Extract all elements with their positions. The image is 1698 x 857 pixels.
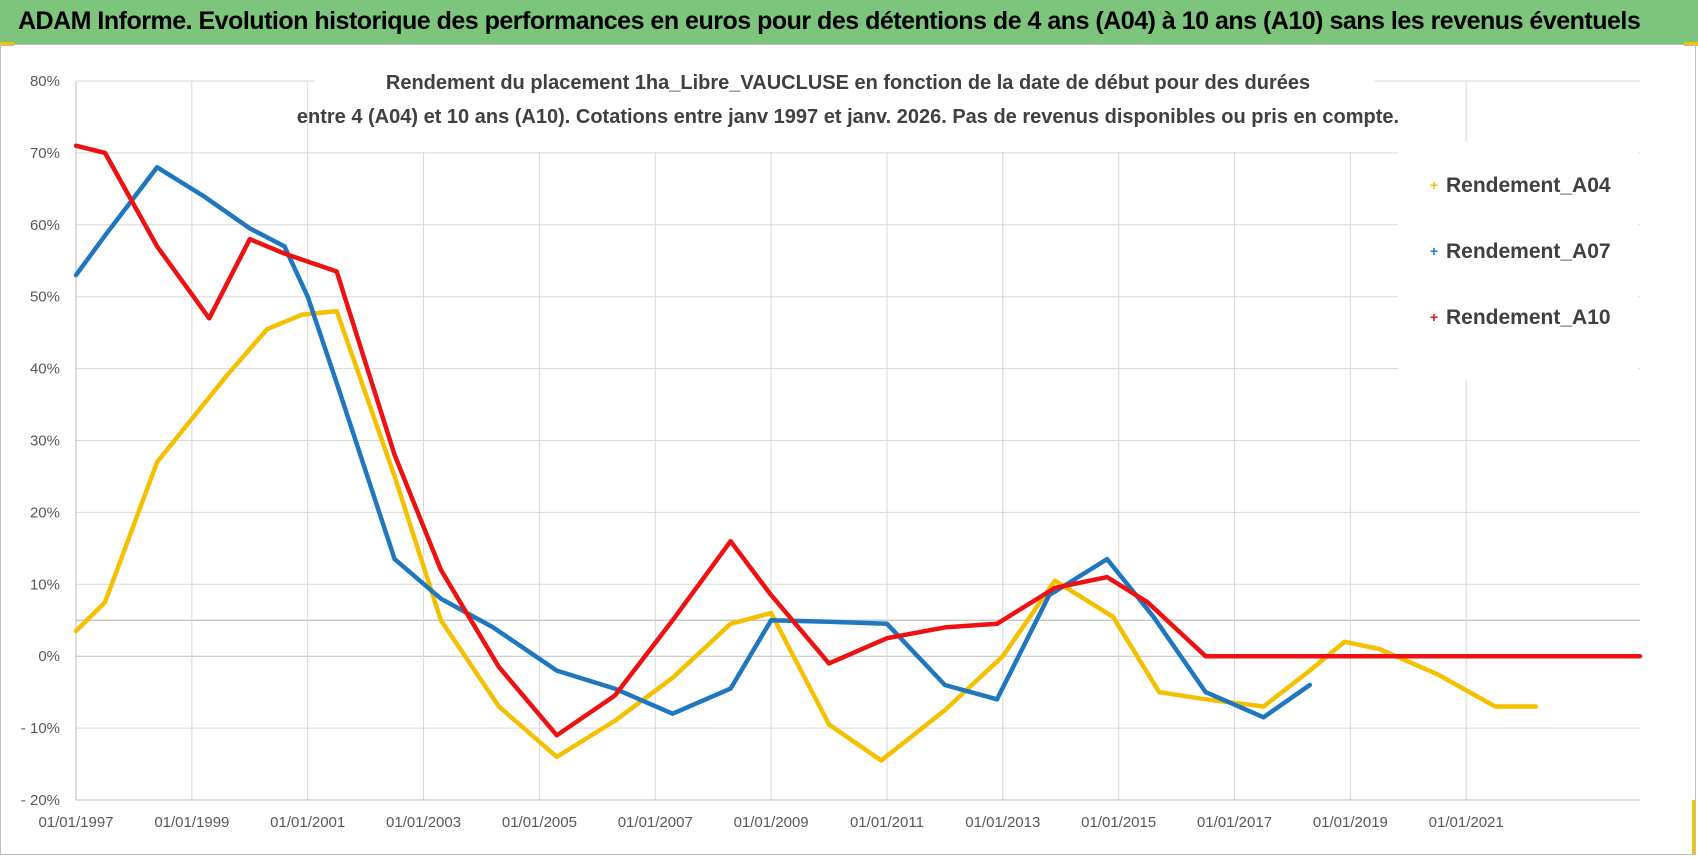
legend-label: Rendement_A10 [1446,306,1611,329]
y-tick-label: 20% [30,504,60,521]
chart-title-background [315,70,1375,152]
y-tick-label: 80% [30,73,60,90]
x-axis-ticks: 01/01/1997 01/01/1999 01/01/2001 01/01/2003… [38,814,1503,831]
legend-marker-icon: + [1430,177,1438,193]
line-chart: - 20% - 10% 0% 10% 20% 30% 40% 50% 60% 70% 80% 01/… [21,70,1643,831]
legend-marker-icon: + [1430,243,1438,259]
x-tick-label: 01/01/1999 [154,814,229,831]
legend-label: Rendement_A07 [1446,240,1611,263]
series-line-rendement-a07 [73,165,1313,720]
y-tick-label: 50% [30,289,60,306]
y-tick-label: - 20% [21,792,60,809]
x-tick-label: 01/01/1997 [38,814,113,831]
x-tick-label: 01/01/2001 [270,814,345,831]
page-title: ADAM Informe. Evolution historique des p… [18,7,1641,35]
chart-frame [0,44,1696,855]
chart-title-line1: Rendement du placement 1ha_Libre_VAUCLUS… [386,72,1310,94]
y-tick-label: 60% [30,217,60,234]
y-tick-label: 10% [30,576,60,593]
x-tick-label: 01/01/2021 [1429,814,1504,831]
chart-title-line2: entre 4 (A04) et 10 ans (A10). Cotations… [297,106,1399,128]
corner-marker-bottom-right [1692,800,1696,855]
y-tick-label: 40% [30,361,60,378]
x-tick-label: 01/01/2007 [618,814,693,831]
x-tick-label: 01/01/2005 [502,814,577,831]
y-tick-label: - 10% [21,720,60,737]
y-tick-label: 0% [38,648,60,665]
x-tick-label: 01/01/2015 [1081,814,1156,831]
gridlines [75,80,1640,801]
x-tick-label: 01/01/2003 [386,814,461,831]
series-line-rendement-a04 [73,308,1538,763]
x-tick-label: 01/01/2013 [965,814,1040,831]
x-tick-label: 01/01/2011 [850,814,924,831]
series-lines [73,143,1643,763]
x-tick-label: 01/01/2019 [1313,814,1388,831]
legend: + Rendement_A04 + Rendement_A07 + Rendement_A… [1430,174,1611,329]
y-tick-label: 70% [30,145,60,162]
x-tick-label: 01/01/2017 [1197,814,1272,831]
legend-marker-icon: + [1430,309,1438,325]
series-line-rendement-a10 [73,143,1643,738]
header-bar [0,0,1698,44]
legend-label: Rendement_A04 [1446,174,1611,197]
y-axis-ticks: - 20% - 10% 0% 10% 20% 30% 40% 50% 60% 70% 80% [21,73,60,809]
legend-background [1398,142,1638,380]
y-tick-label: 30% [30,433,60,450]
x-tick-label: 01/01/2009 [734,814,809,831]
